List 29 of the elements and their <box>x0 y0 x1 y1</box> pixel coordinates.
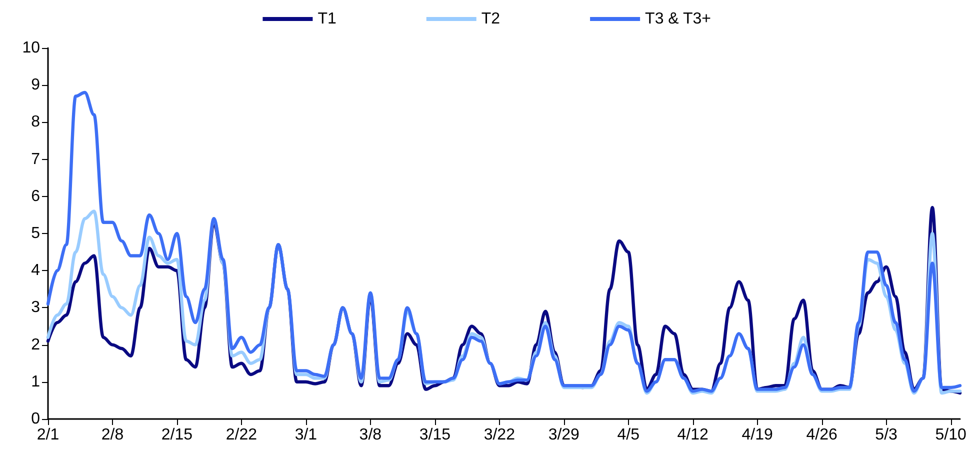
x-tick-label: 4/26 <box>806 426 838 444</box>
y-tick-label: 7 <box>31 150 40 168</box>
x-tick-label: 3/15 <box>419 426 451 444</box>
x-tick-label: 2/1 <box>36 426 60 444</box>
y-tick-label: 8 <box>31 114 40 131</box>
y-tick-label: 0 <box>31 410 40 428</box>
x-tick-label: 3/8 <box>359 426 382 444</box>
y-tick-label: 2 <box>31 336 40 354</box>
x-tick-label: 2/15 <box>161 426 193 444</box>
y-tick-label: 1 <box>31 373 40 390</box>
x-tick-label: 4/5 <box>617 426 640 444</box>
x-tick-label: 3/29 <box>548 426 580 444</box>
y-tick-label: 3 <box>31 299 40 316</box>
legend-label: T3 & T3+ <box>645 10 712 28</box>
x-tick-label: 3/1 <box>294 426 318 444</box>
y-tick-label: 4 <box>31 262 40 280</box>
x-tick-label: 2/22 <box>226 426 258 444</box>
x-tick-label: 2/8 <box>101 426 124 444</box>
x-tick-label: 4/19 <box>742 426 774 444</box>
x-tick-label: 5/3 <box>875 426 898 444</box>
x-tick-label: 3/22 <box>484 426 516 444</box>
x-tick-label: 5/10 <box>935 426 966 444</box>
y-tick-label: 6 <box>31 188 40 205</box>
y-tick-label: 10 <box>22 40 40 56</box>
legend-label: T1 <box>318 10 336 28</box>
legend-label: T2 <box>481 10 500 28</box>
y-tick-label: 5 <box>31 225 40 242</box>
y-tick-label: 9 <box>31 76 40 94</box>
x-tick-label: 4/12 <box>677 426 709 444</box>
